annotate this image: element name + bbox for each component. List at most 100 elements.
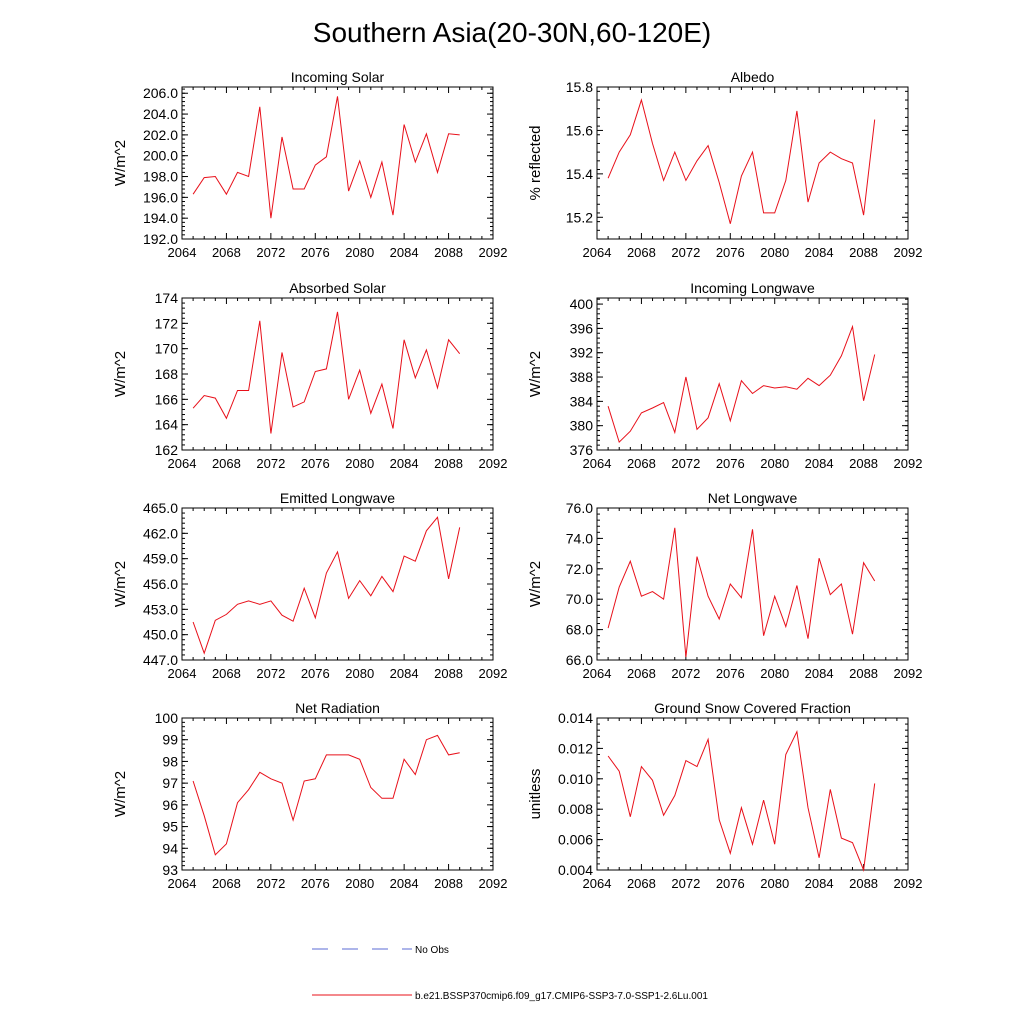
y-tick-label: 164: [155, 417, 179, 433]
y-tick-label: 392: [570, 345, 594, 361]
plot-frame: [181, 717, 494, 871]
x-tick-label: 2072: [256, 876, 285, 891]
panel-title: Emitted Longwave: [280, 490, 395, 506]
y-tick-label: 0.008: [558, 801, 593, 817]
y-tick-label: 93: [162, 862, 178, 878]
y-tick-label: 202.0: [143, 127, 178, 143]
y-tick-label: 459.0: [143, 551, 178, 567]
x-tick-label: 2080: [760, 245, 789, 260]
x-tick-label: 2076: [716, 876, 745, 891]
series-line: [192, 96, 460, 219]
x-tick-label: 2088: [849, 666, 878, 681]
x-tick-label: 2068: [627, 876, 656, 891]
y-tick-label: 380: [570, 418, 594, 434]
plot-frame: [596, 717, 909, 871]
x-tick-label: 2080: [345, 876, 374, 891]
x-tick-label: 2068: [627, 456, 656, 471]
panel-title: Incoming Solar: [291, 69, 385, 85]
y-tick-label: 172: [155, 315, 179, 331]
y-axis-label: W/m^2: [112, 771, 129, 817]
y-axis-label: W/m^2: [527, 351, 544, 397]
y-tick-label: 450.0: [143, 627, 178, 643]
y-tick-label: 98: [162, 753, 178, 769]
x-tick-label: 2064: [583, 456, 612, 471]
y-tick-label: 465.0: [143, 500, 178, 516]
y-tick-label: 396: [570, 320, 594, 336]
y-tick-label: 15.8: [566, 79, 593, 95]
x-tick-label: 2068: [627, 245, 656, 260]
x-tick-label: 2064: [168, 666, 197, 681]
y-axis-label: unitless: [527, 769, 544, 820]
y-tick-label: 96: [162, 797, 178, 813]
legend-obs-label: No Obs: [415, 945, 449, 956]
y-tick-label: 462.0: [143, 525, 178, 541]
y-tick-label: 166: [155, 391, 179, 407]
y-tick-label: 162: [155, 442, 179, 458]
y-axis-label: W/m^2: [112, 561, 129, 607]
x-tick-label: 2076: [716, 666, 745, 681]
x-tick-label: 2068: [212, 876, 241, 891]
x-tick-label: 2092: [894, 876, 923, 891]
x-tick-label: 2076: [301, 456, 330, 471]
plot-frame: [181, 297, 494, 451]
y-tick-label: 74.0: [566, 530, 593, 546]
x-tick-label: 2092: [479, 876, 508, 891]
y-tick-label: 99: [162, 732, 178, 748]
x-tick-label: 2092: [894, 456, 923, 471]
y-tick-label: 206.0: [143, 85, 178, 101]
x-tick-label: 2080: [345, 666, 374, 681]
x-tick-label: 2084: [390, 876, 419, 891]
panel-title: Absorbed Solar: [289, 280, 386, 296]
y-tick-label: 15.6: [566, 122, 593, 138]
plot-frame: [181, 507, 494, 661]
x-tick-label: 2084: [805, 456, 834, 471]
plot-frame: [596, 297, 909, 451]
y-tick-label: 0.012: [558, 740, 593, 756]
y-tick-label: 388: [570, 369, 594, 385]
y-tick-label: 95: [162, 819, 178, 835]
panel-absorbed-solar: Absorbed Solar W/m^2 2064 2068 2072 2076 2080 2…: [112, 280, 507, 471]
panel-net-longwave: Net Longwave W/m^2 2064 2068 2072 2076 2080 208…: [527, 490, 922, 681]
y-tick-label: 453.0: [143, 601, 178, 617]
x-tick-label: 2084: [805, 666, 834, 681]
x-tick-label: 2092: [479, 666, 508, 681]
x-tick-label: 2064: [168, 876, 197, 891]
panel-albedo: Albedo % reflected 2064 2068 2072 2076 2080 208…: [527, 69, 922, 260]
x-tick-label: 2064: [168, 456, 197, 471]
panel-incoming-solar: Incoming Solar W/m^2 2064 2068 2072 2076 2080 2…: [112, 69, 507, 260]
x-tick-label: 2076: [301, 876, 330, 891]
x-tick-label: 2080: [345, 456, 374, 471]
y-tick-label: 72.0: [566, 561, 593, 577]
x-tick-label: 2072: [671, 245, 700, 260]
x-tick-label: 2088: [434, 876, 463, 891]
x-tick-label: 2064: [583, 876, 612, 891]
series-line: [192, 734, 460, 856]
x-tick-label: 2080: [760, 876, 789, 891]
x-tick-label: 2076: [716, 456, 745, 471]
x-tick-label: 2092: [894, 666, 923, 681]
y-axis-label: W/m^2: [527, 561, 544, 607]
x-tick-label: 2092: [894, 245, 923, 260]
panel-title: Net Longwave: [708, 490, 798, 506]
y-tick-label: 0.004: [558, 862, 593, 878]
x-tick-label: 2068: [212, 666, 241, 681]
series-line: [607, 98, 876, 224]
x-tick-label: 2072: [671, 876, 700, 891]
y-tick-label: 0.014: [558, 710, 593, 726]
x-tick-label: 2072: [256, 245, 285, 260]
series-line: [192, 516, 461, 655]
panel-ground-snow-covered-fraction: Ground Snow Covered Fraction unitless 2064…: [527, 700, 922, 891]
y-tick-label: 170: [155, 341, 179, 357]
y-tick-label: 384: [570, 393, 594, 409]
x-tick-label: 2068: [627, 666, 656, 681]
x-tick-label: 2088: [434, 666, 463, 681]
panel-title: Ground Snow Covered Fraction: [654, 700, 851, 716]
x-tick-label: 2080: [345, 245, 374, 260]
x-tick-label: 2088: [434, 245, 463, 260]
x-tick-label: 2088: [849, 876, 878, 891]
y-tick-label: 174: [155, 290, 179, 306]
y-tick-label: 0.010: [558, 771, 593, 787]
x-tick-label: 2088: [434, 456, 463, 471]
y-tick-label: 66.0: [566, 652, 593, 668]
y-tick-label: 168: [155, 366, 179, 382]
